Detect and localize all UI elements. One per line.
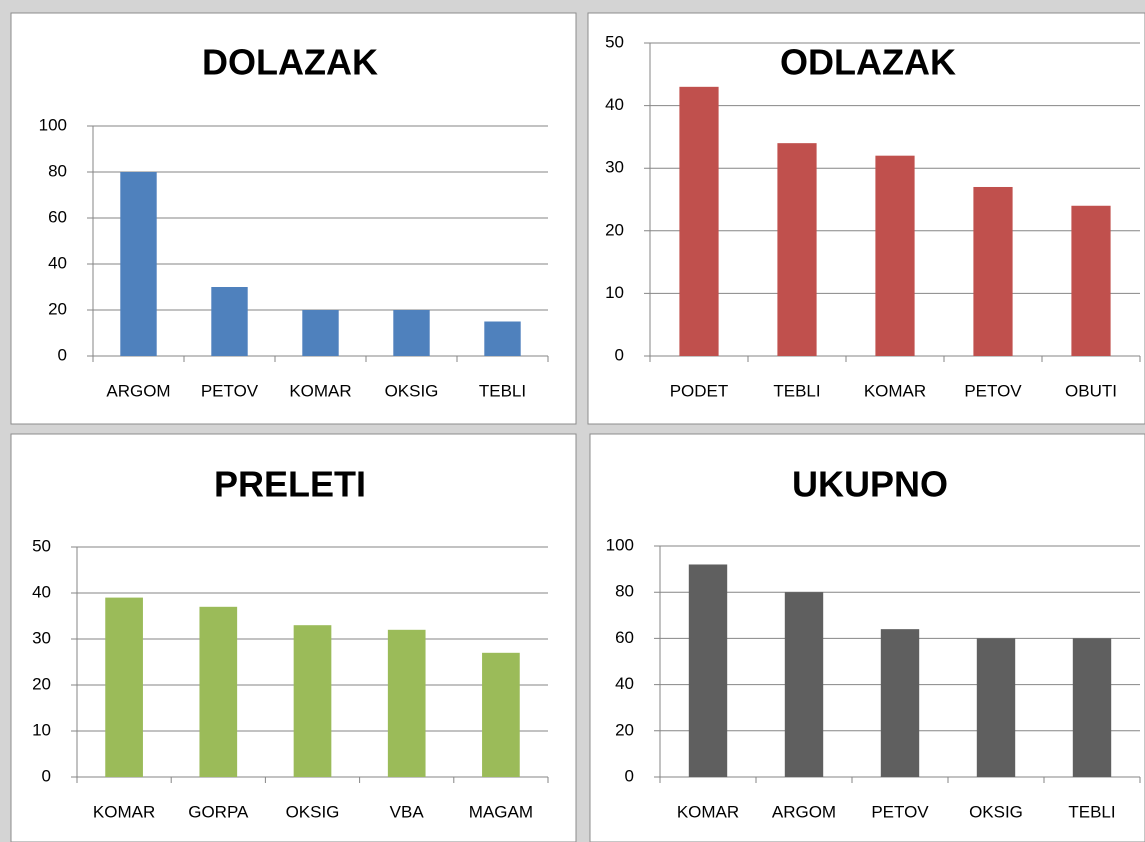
x-tick-label: VBA bbox=[390, 802, 425, 821]
bar bbox=[199, 606, 238, 777]
bar bbox=[484, 321, 521, 356]
x-tick-label: GORPA bbox=[188, 802, 249, 821]
chart-title: ODLAZAK bbox=[780, 42, 956, 83]
bar bbox=[302, 310, 339, 356]
bar bbox=[1072, 638, 1112, 777]
bar bbox=[875, 155, 915, 356]
x-tick-label: OKSIG bbox=[286, 802, 340, 821]
chart-title: DOLAZAK bbox=[202, 42, 378, 83]
bar bbox=[784, 592, 824, 777]
bar bbox=[1071, 205, 1111, 356]
y-tick-label: 10 bbox=[32, 720, 51, 739]
bar bbox=[679, 86, 719, 356]
y-tick-label: 40 bbox=[48, 253, 67, 272]
y-tick-label: 20 bbox=[32, 674, 51, 693]
bar bbox=[387, 629, 426, 777]
bar bbox=[105, 597, 143, 777]
y-tick-label: 30 bbox=[605, 158, 624, 177]
y-tick-label: 40 bbox=[615, 674, 634, 693]
y-tick-label: 60 bbox=[615, 628, 634, 647]
y-tick-label: 80 bbox=[615, 582, 634, 601]
y-tick-label: 20 bbox=[605, 220, 624, 239]
y-tick-label: 60 bbox=[48, 207, 67, 226]
bar bbox=[120, 172, 157, 356]
y-tick-label: 0 bbox=[42, 766, 51, 785]
x-tick-label: OBUTI bbox=[1065, 381, 1117, 400]
bar bbox=[880, 629, 920, 777]
bar bbox=[293, 625, 332, 777]
y-tick-label: 50 bbox=[605, 32, 624, 51]
panel bbox=[10, 433, 577, 842]
y-tick-label: 50 bbox=[32, 536, 51, 555]
chart-title: UKUPNO bbox=[792, 464, 948, 505]
y-tick-label: 100 bbox=[606, 535, 634, 554]
y-tick-label: 0 bbox=[58, 345, 67, 364]
x-tick-label: ARGOM bbox=[106, 381, 170, 400]
y-tick-label: 20 bbox=[48, 299, 67, 318]
x-tick-label: PODET bbox=[670, 381, 729, 400]
x-tick-label: MAGAM bbox=[469, 802, 533, 821]
x-tick-label: PETOV bbox=[871, 802, 929, 821]
x-tick-label: TEBLI bbox=[773, 381, 820, 400]
x-tick-label: KOMAR bbox=[93, 802, 155, 821]
x-tick-label: KOMAR bbox=[677, 802, 739, 821]
y-tick-label: 100 bbox=[39, 115, 67, 134]
bar bbox=[393, 310, 430, 356]
chart-title: PRELETI bbox=[214, 464, 366, 505]
bar bbox=[688, 564, 728, 777]
y-tick-label: 30 bbox=[32, 628, 51, 647]
y-tick-label: 10 bbox=[605, 283, 624, 302]
bar bbox=[973, 186, 1013, 356]
x-tick-label: ARGOM bbox=[772, 802, 836, 821]
x-tick-label: PETOV bbox=[201, 381, 259, 400]
y-tick-label: 40 bbox=[605, 95, 624, 114]
bar bbox=[482, 652, 520, 777]
bar bbox=[211, 287, 248, 356]
x-tick-label: KOMAR bbox=[289, 381, 351, 400]
x-tick-label: TEBLI bbox=[479, 381, 526, 400]
x-tick-label: PETOV bbox=[964, 381, 1022, 400]
y-tick-label: 0 bbox=[625, 766, 634, 785]
bar bbox=[976, 638, 1016, 777]
y-tick-label: 40 bbox=[32, 582, 51, 601]
x-tick-label: OKSIG bbox=[385, 381, 439, 400]
y-tick-label: 80 bbox=[48, 161, 67, 180]
y-tick-label: 20 bbox=[615, 720, 634, 739]
y-tick-label: 0 bbox=[615, 345, 624, 364]
x-tick-label: OKSIG bbox=[969, 802, 1023, 821]
bar bbox=[777, 143, 817, 356]
x-tick-label: TEBLI bbox=[1068, 802, 1115, 821]
x-tick-label: KOMAR bbox=[864, 381, 926, 400]
